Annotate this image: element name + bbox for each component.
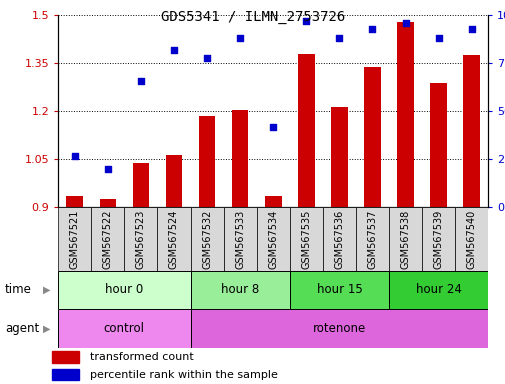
Point	[434, 35, 442, 41]
Bar	[190, 207, 223, 271]
Bar	[355, 207, 388, 271]
Text: hour 0: hour 0	[105, 283, 143, 296]
Bar	[396, 22, 413, 207]
Text: agent: agent	[5, 322, 39, 335]
Bar	[99, 199, 116, 207]
Point	[104, 166, 112, 172]
Text: ▶: ▶	[43, 323, 50, 333]
Point	[136, 78, 144, 84]
Text: ▶: ▶	[43, 285, 50, 295]
Point	[203, 55, 211, 61]
Text: hour 8: hour 8	[221, 283, 259, 296]
Text: GSM567535: GSM567535	[301, 210, 311, 269]
Bar	[132, 162, 149, 207]
Text: transformed count: transformed count	[90, 352, 193, 362]
Text: GSM567536: GSM567536	[334, 210, 344, 269]
Text: control: control	[104, 322, 144, 335]
Bar	[231, 110, 248, 207]
Text: GSM567522: GSM567522	[103, 210, 113, 270]
Text: GSM567523: GSM567523	[136, 210, 145, 269]
Text: time: time	[5, 283, 32, 296]
Bar	[364, 66, 380, 207]
Point	[368, 26, 376, 32]
Point	[401, 20, 409, 26]
Text: rotenone: rotenone	[312, 322, 365, 335]
Point	[71, 152, 79, 159]
Bar	[289, 207, 322, 271]
Bar	[124, 207, 157, 271]
Bar	[58, 207, 91, 271]
Point	[269, 124, 277, 130]
Bar	[53, 369, 79, 380]
Point	[236, 35, 244, 41]
Bar	[388, 207, 421, 271]
Bar	[190, 271, 289, 309]
Point	[301, 18, 310, 24]
Bar	[91, 207, 124, 271]
Text: GSM567521: GSM567521	[70, 210, 80, 269]
Text: percentile rank within the sample: percentile rank within the sample	[90, 369, 277, 379]
Bar	[289, 271, 388, 309]
Point	[467, 26, 475, 32]
Bar	[157, 207, 190, 271]
Text: GSM567537: GSM567537	[367, 210, 377, 269]
Bar	[58, 309, 190, 348]
Bar	[388, 271, 487, 309]
Bar	[430, 83, 446, 207]
Bar	[58, 271, 190, 309]
Bar	[454, 207, 487, 271]
Text: GSM567539: GSM567539	[433, 210, 443, 269]
Text: GSM567532: GSM567532	[201, 210, 212, 269]
Bar	[330, 107, 347, 207]
Text: hour 15: hour 15	[316, 283, 362, 296]
Point	[170, 47, 178, 53]
Bar	[265, 196, 281, 207]
Bar	[322, 207, 355, 271]
Point	[335, 35, 343, 41]
Text: GDS5341 / ILMN_2753726: GDS5341 / ILMN_2753726	[161, 10, 344, 23]
Bar	[421, 207, 454, 271]
Bar	[223, 207, 256, 271]
Text: GSM567534: GSM567534	[268, 210, 278, 269]
Bar	[256, 207, 289, 271]
Text: GSM567533: GSM567533	[235, 210, 244, 269]
Text: GSM567538: GSM567538	[400, 210, 410, 269]
Bar	[190, 309, 487, 348]
Bar	[463, 55, 479, 207]
Bar	[53, 351, 79, 363]
Bar	[198, 116, 215, 207]
Text: GSM567540: GSM567540	[466, 210, 476, 269]
Bar	[297, 54, 314, 207]
Bar	[66, 196, 83, 207]
Bar	[166, 155, 182, 207]
Text: GSM567524: GSM567524	[169, 210, 179, 269]
Text: hour 24: hour 24	[415, 283, 461, 296]
